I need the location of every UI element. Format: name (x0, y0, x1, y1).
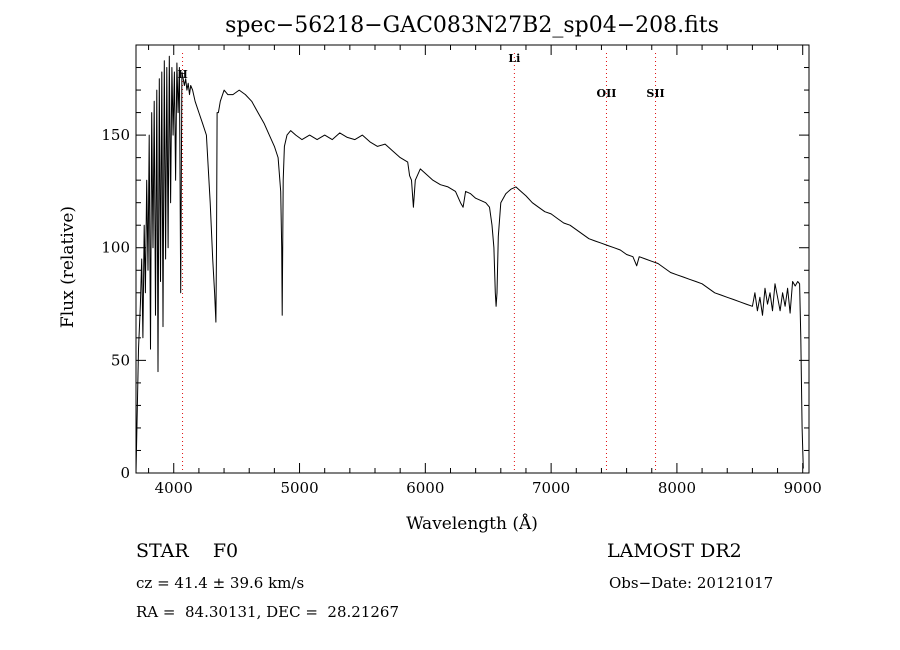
y-tick-label: 0 (120, 464, 130, 482)
chart-title: spec−56218−GAC083N27B2_sp04−208.fits (225, 13, 719, 38)
y-tick-label: 150 (101, 126, 130, 144)
y-tick-label: 100 (101, 239, 130, 257)
y-tick-label: 50 (111, 351, 130, 369)
observation-date: Obs−Date: 20121017 (609, 574, 774, 592)
x-tick-label: 9000 (784, 479, 822, 497)
axis-ticks: 4000 5000 6000 7000 8000 9000 0 50 100 150 (101, 45, 822, 497)
line-label-oii: OII (597, 87, 617, 100)
plot-frame (135, 44, 810, 474)
redshift-velocity: cz = 41.4 ± 39.6 km/s (136, 574, 305, 592)
object-class: STAR F0 (136, 540, 239, 562)
y-axis-label: Flux (relative) (58, 206, 78, 328)
x-tick-label: 8000 (658, 479, 696, 497)
line-label-sii: SII (646, 87, 664, 100)
x-tick-label: 5000 (280, 479, 318, 497)
line-label-li: Li (508, 52, 520, 65)
x-tick-label: 6000 (406, 479, 444, 497)
x-axis-label: Wavelength (Å) (406, 513, 538, 534)
spectrum-series (135, 55, 804, 474)
x-tick-label: 4000 (155, 479, 193, 497)
survey-name: LAMOST DR2 (607, 540, 742, 562)
x-tick-label: 7000 (532, 479, 570, 497)
spectrum-line (135, 55, 804, 474)
coordinates: RA = 84.30131, DEC = 28.21267 (136, 603, 400, 621)
